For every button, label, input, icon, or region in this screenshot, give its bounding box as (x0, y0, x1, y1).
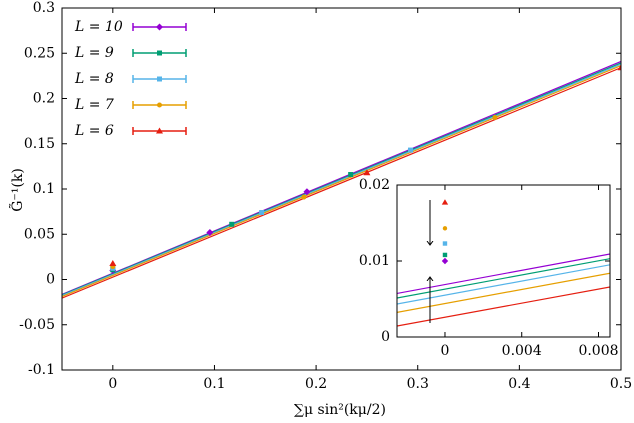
point (348, 172, 354, 178)
point (229, 221, 235, 227)
y-tick-label: 0.2 (33, 91, 55, 107)
fit-line (397, 286, 610, 327)
y-tick-label: 0.01 (359, 253, 390, 269)
fit-line (397, 258, 610, 299)
plot-area (62, 60, 621, 299)
fit-line (397, 272, 610, 313)
plot-frame (61, 7, 622, 371)
point (442, 226, 448, 231)
point (408, 147, 414, 153)
y-tick-label: -0.1 (28, 362, 55, 378)
y-tick-label: 0 (381, 329, 390, 345)
point (301, 194, 307, 200)
plot-background (397, 185, 610, 337)
point (441, 257, 449, 265)
y-tick-label: 0 (46, 272, 55, 288)
legend-label: L = 8 (74, 71, 114, 87)
fit-line (62, 65, 621, 298)
y-tick-label: 0.1 (33, 181, 55, 197)
point (617, 64, 621, 71)
x-tick-label: 0.008 (578, 343, 618, 359)
legend-marker (156, 23, 163, 31)
legend-marker (157, 50, 162, 56)
point (441, 199, 449, 205)
point (259, 210, 265, 216)
point (442, 241, 448, 246)
x-tick-label: 0.1 (203, 376, 225, 392)
fit-line (62, 62, 621, 296)
point (492, 115, 498, 121)
y-tick-label: 0.05 (24, 226, 55, 242)
y-tick-label: 0.15 (24, 136, 55, 152)
inset-plot: 0 0.004 0.008 0 0.01 0.02 (359, 177, 619, 359)
x-tick-label: 0 (108, 376, 117, 392)
plot-frame (396, 184, 611, 338)
fit-line (62, 67, 621, 299)
x-axis-label: ∑μ sin²(kμ/2) (294, 402, 386, 418)
fit-line (397, 253, 610, 295)
y-tick-label: 0.3 (33, 0, 55, 16)
point (109, 259, 117, 266)
y-tick-label: -0.05 (19, 317, 55, 333)
legend-label: L = 7 (74, 97, 114, 113)
fit-line (62, 63, 621, 297)
point (442, 252, 448, 258)
y-tick-label: 0.25 (24, 45, 55, 61)
y-tick-label: 0.02 (359, 177, 390, 193)
x-tick-label: 0 (441, 343, 450, 359)
legend-marker (157, 76, 162, 82)
x-tick-label: 0.2 (305, 376, 327, 392)
legend-marker (156, 127, 163, 134)
fit-line (397, 264, 610, 305)
plot-area (397, 199, 610, 327)
x-tick-label: 0.4 (508, 376, 530, 392)
point (363, 169, 371, 176)
legend-label: L = 6 (74, 123, 114, 139)
legend-label: L = 10 (74, 19, 123, 35)
point (206, 228, 214, 236)
x-tick-label: 0.3 (407, 376, 429, 392)
legend-marker (157, 102, 162, 108)
y-axis-label: G̃⁻¹(k) (8, 168, 26, 212)
x-tick-label: 0.5 (610, 376, 632, 392)
legend-label: L = 9 (74, 45, 114, 61)
x-tick-label: 0.004 (502, 343, 542, 359)
point (303, 188, 311, 196)
